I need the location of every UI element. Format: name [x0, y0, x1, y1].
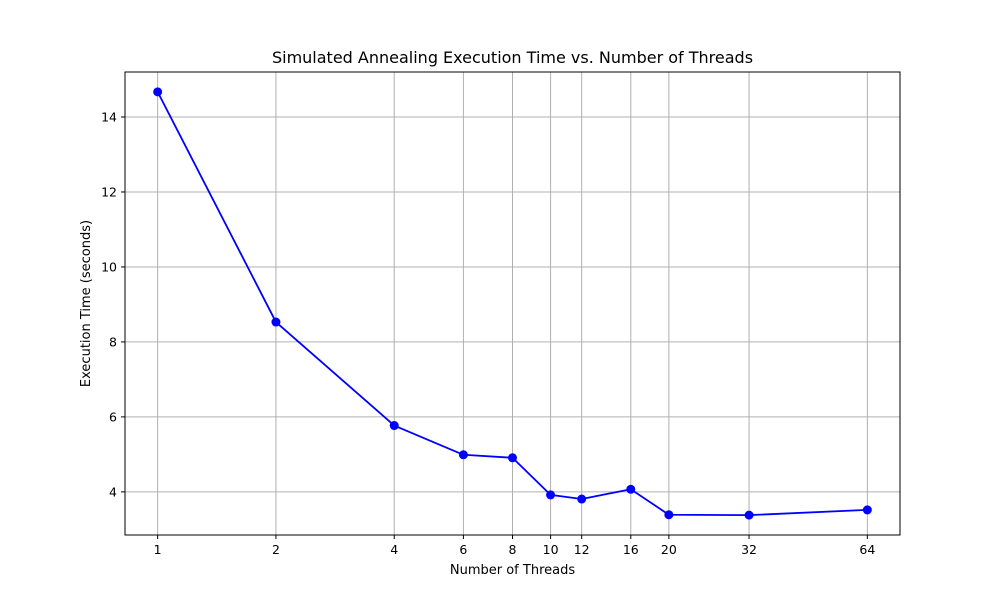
data-point [389, 421, 399, 431]
chart-title: Simulated Annealing Execution Time vs. N… [272, 48, 753, 67]
x-tick-label: 16 [623, 542, 639, 557]
y-axis-label: Execution Time (seconds) [79, 220, 94, 387]
data-point [744, 510, 754, 520]
x-tick-label: 12 [574, 542, 590, 557]
x-tick-label: 32 [741, 542, 757, 557]
data-point [508, 453, 517, 463]
y-tick-label: 10 [101, 259, 117, 274]
x-tick-label: 20 [661, 542, 677, 557]
x-tick-label: 64 [859, 542, 875, 557]
data-point [664, 510, 674, 520]
grid [125, 72, 900, 535]
x-tick-label: 1 [154, 542, 162, 557]
y-tick-label: 6 [109, 409, 117, 424]
data-point [577, 494, 587, 504]
y-tick-label: 12 [101, 184, 117, 199]
y-tick-label: 14 [101, 109, 117, 124]
data-point [153, 87, 163, 97]
x-tick-label: 2 [272, 542, 280, 557]
data-point [626, 484, 636, 494]
data-point [458, 450, 468, 460]
x-axis-label: Number of Threads [450, 563, 575, 578]
data-point [546, 490, 556, 500]
y-tick-label: 4 [109, 484, 117, 499]
data-point [862, 505, 872, 515]
x-tick-label: 6 [459, 542, 467, 557]
x-tick-label: 4 [390, 542, 398, 557]
series [153, 87, 872, 520]
x-tick-label: 10 [543, 542, 559, 557]
x-tick-label: 8 [509, 542, 517, 557]
y-tick-label: 8 [109, 334, 117, 349]
data-point [271, 317, 281, 327]
